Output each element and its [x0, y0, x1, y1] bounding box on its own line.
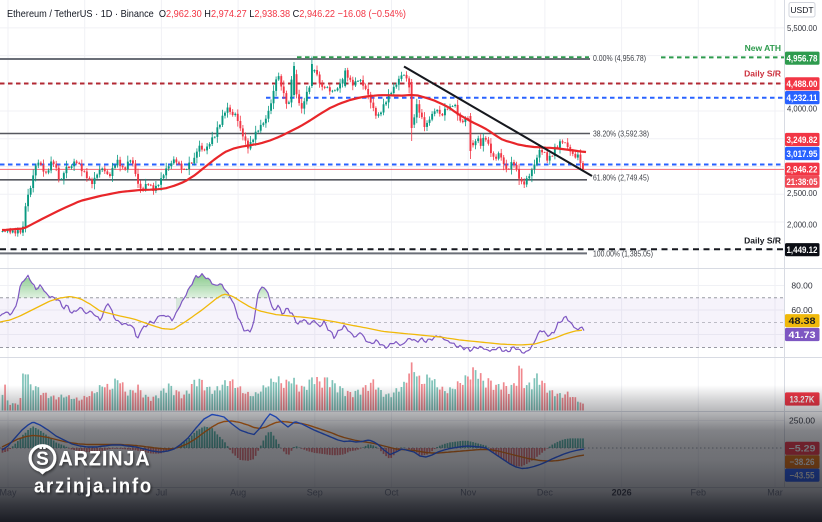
- svg-text:Jul: Jul: [156, 488, 168, 498]
- svg-text:4,000.00: 4,000.00: [787, 104, 817, 114]
- svg-text:ARZINJA: ARZINJA: [59, 446, 151, 470]
- svg-text:80.00: 80.00: [791, 281, 813, 291]
- svg-text:38.20% (3,592.38): 38.20% (3,592.38): [593, 129, 649, 139]
- svg-text:41.73: 41.73: [789, 330, 816, 340]
- svg-text:60.00: 60.00: [791, 305, 813, 315]
- svg-text:Jun: Jun: [77, 488, 92, 498]
- svg-text:0.00% (4,956.78): 0.00% (4,956.78): [593, 53, 646, 63]
- svg-text:Sep: Sep: [307, 488, 323, 498]
- svg-text:Daily S/R: Daily S/R: [744, 236, 781, 246]
- svg-text:USDT: USDT: [790, 5, 813, 15]
- svg-text:1,449.12: 1,449.12: [787, 245, 818, 255]
- svg-text:Oct: Oct: [384, 488, 399, 498]
- svg-text:New ATH: New ATH: [745, 43, 781, 53]
- svg-text:Dec: Dec: [537, 488, 554, 498]
- svg-text:4,232.11: 4,232.11: [787, 93, 818, 103]
- svg-text:3,249.82: 3,249.82: [787, 135, 818, 145]
- svg-text:Feb: Feb: [691, 488, 707, 498]
- svg-text:2026: 2026: [612, 488, 632, 498]
- svg-text:Ethereum / TetherUS · 1D · Bin: Ethereum / TetherUS · 1D · Binance O2,96…: [7, 9, 406, 20]
- svg-text:4,488.00: 4,488.00: [787, 79, 818, 89]
- svg-text:100.00% (1,385.05): 100.00% (1,385.05): [593, 248, 653, 258]
- svg-text:Mar: Mar: [767, 488, 783, 498]
- svg-text:48.38: 48.38: [789, 316, 816, 326]
- svg-text:5,500.00: 5,500.00: [787, 23, 817, 33]
- svg-text:May: May: [0, 488, 17, 498]
- svg-text:61.80% (2,749.45): 61.80% (2,749.45): [593, 173, 649, 183]
- svg-text:arzinja.info: arzinja.info: [34, 475, 153, 498]
- svg-text:2,000.00: 2,000.00: [787, 220, 817, 230]
- svg-text:Daily S/R: Daily S/R: [744, 69, 781, 79]
- svg-text:3,017.95: 3,017.95: [787, 149, 818, 159]
- svg-text:2,500.00: 2,500.00: [787, 188, 817, 198]
- svg-text:Aug: Aug: [230, 488, 246, 498]
- svg-text:4,956.78: 4,956.78: [787, 54, 818, 64]
- svg-text:S: S: [36, 449, 49, 470]
- svg-text:Nov: Nov: [460, 488, 477, 498]
- svg-text:2,946.22: 2,946.22: [787, 165, 818, 175]
- svg-text:21:38:05: 21:38:05: [787, 177, 818, 187]
